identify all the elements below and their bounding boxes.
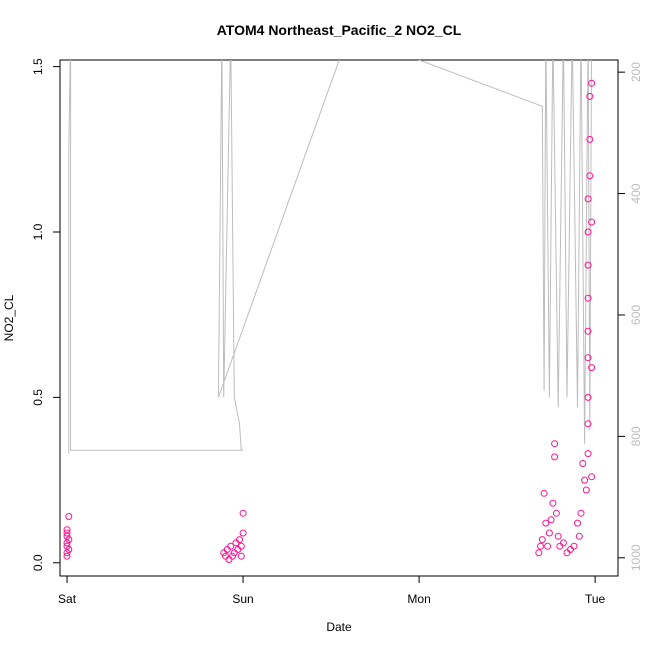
data-point — [584, 354, 592, 362]
data-point — [584, 294, 592, 302]
data-point — [588, 364, 596, 372]
y-axis-label: NO2_CL — [2, 294, 16, 341]
data-point — [588, 473, 596, 481]
data-point — [63, 526, 71, 534]
data-point — [535, 549, 543, 557]
data-point — [63, 532, 71, 540]
data-point — [559, 539, 567, 547]
right-tick-label: 1000 — [629, 544, 643, 571]
data-point — [239, 509, 247, 517]
data-point — [563, 549, 571, 557]
right-tick-label: 400 — [629, 183, 643, 203]
data-point — [584, 420, 592, 428]
data-point — [567, 546, 574, 553]
data-point — [63, 549, 71, 557]
x-tick-label: Sat — [58, 592, 77, 606]
trace-line — [68, 60, 592, 454]
data-point — [586, 135, 594, 143]
data-point — [237, 542, 245, 550]
y-tick-label: 0.5 — [31, 389, 45, 406]
plot-frame — [59, 59, 619, 577]
data-point — [544, 542, 552, 550]
data-point — [63, 529, 71, 537]
right-tick-label: 800 — [629, 426, 643, 446]
data-point — [542, 519, 550, 527]
data-point — [547, 516, 555, 524]
data-point — [574, 519, 581, 527]
y-tick-label: 0.0 — [31, 554, 45, 571]
data-point — [551, 440, 559, 448]
data-point — [225, 556, 233, 563]
data-point — [229, 552, 236, 560]
data-point — [586, 172, 594, 180]
data-point — [584, 393, 592, 401]
data-point — [545, 529, 553, 537]
data-point — [584, 327, 592, 335]
data-point — [554, 532, 562, 540]
data-point — [227, 542, 235, 550]
data-point — [584, 228, 592, 236]
data-point — [584, 261, 592, 269]
data-point — [582, 486, 590, 494]
data-point — [65, 546, 73, 553]
data-point — [234, 546, 242, 553]
data-points — [63, 79, 596, 563]
x-tick-label: Sun — [232, 592, 253, 606]
x-tick-label: Tue — [585, 592, 606, 606]
data-point — [537, 542, 544, 550]
data-point — [237, 552, 245, 560]
right-tick-label: 600 — [629, 305, 643, 325]
data-point — [65, 536, 73, 544]
data-point — [584, 195, 592, 203]
x-axis-label: Date — [326, 620, 352, 634]
data-point — [588, 218, 596, 226]
data-point — [584, 450, 592, 458]
data-point — [579, 460, 587, 467]
x-axis: Sat Sun Mon Tue — [58, 575, 606, 606]
data-point — [549, 499, 557, 507]
data-point — [239, 529, 247, 537]
data-point — [588, 79, 596, 87]
data-point — [577, 509, 585, 517]
data-point — [570, 542, 578, 550]
x-tick-label: Mon — [407, 592, 430, 606]
data-point — [236, 536, 243, 544]
data-point — [575, 532, 583, 540]
data-point — [586, 92, 594, 100]
pressure-line — [68, 60, 592, 454]
chart-title: ATOM4 Northeast_Pacific_2 NO2_CL — [217, 22, 462, 38]
y-axis-right: 200 400 600 800 1000 — [617, 62, 643, 571]
data-point — [551, 453, 559, 461]
data-point — [556, 542, 564, 550]
data-point — [65, 513, 73, 520]
data-point — [63, 539, 71, 547]
y-axis: 0.0 0.5 1.0 1.5 — [31, 58, 61, 571]
data-point — [581, 476, 589, 484]
data-point — [552, 509, 560, 517]
right-tick-label: 200 — [629, 62, 643, 82]
data-point — [63, 552, 71, 560]
y-tick-label: 1.5 — [31, 58, 45, 75]
data-point — [538, 536, 546, 544]
data-point — [540, 489, 548, 497]
data-point — [223, 546, 231, 553]
y-tick-label: 1.0 — [31, 223, 45, 240]
data-point — [63, 542, 71, 550]
